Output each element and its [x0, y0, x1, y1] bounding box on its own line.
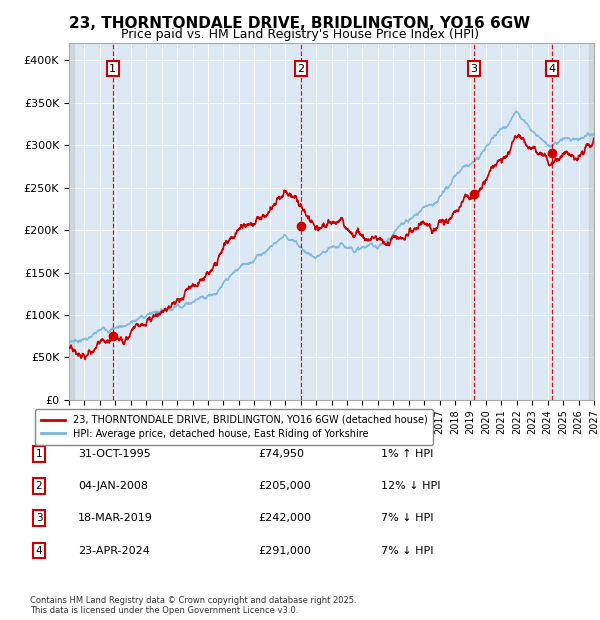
Text: Contains HM Land Registry data © Crown copyright and database right 2025.
This d: Contains HM Land Registry data © Crown c…	[30, 596, 356, 615]
Legend: 23, THORNTONDALE DRIVE, BRIDLINGTON, YO16 6GW (detached house), HPI: Average pri: 23, THORNTONDALE DRIVE, BRIDLINGTON, YO1…	[35, 409, 433, 445]
Text: £205,000: £205,000	[258, 481, 311, 491]
Text: 1% ↑ HPI: 1% ↑ HPI	[381, 449, 433, 459]
Text: 2: 2	[35, 481, 43, 491]
Text: 3: 3	[35, 513, 43, 523]
Text: 1: 1	[109, 64, 116, 74]
Text: 23-APR-2024: 23-APR-2024	[78, 546, 150, 556]
Text: 7% ↓ HPI: 7% ↓ HPI	[381, 513, 433, 523]
Text: 12% ↓ HPI: 12% ↓ HPI	[381, 481, 440, 491]
Text: £242,000: £242,000	[258, 513, 311, 523]
Text: 7% ↓ HPI: 7% ↓ HPI	[381, 546, 433, 556]
Text: 1: 1	[35, 449, 43, 459]
Text: 18-MAR-2019: 18-MAR-2019	[78, 513, 153, 523]
Text: 3: 3	[470, 64, 477, 74]
Text: 4: 4	[549, 64, 556, 74]
Text: £74,950: £74,950	[258, 449, 304, 459]
Text: £291,000: £291,000	[258, 546, 311, 556]
Text: 31-OCT-1995: 31-OCT-1995	[78, 449, 151, 459]
Text: Price paid vs. HM Land Registry's House Price Index (HPI): Price paid vs. HM Land Registry's House …	[121, 28, 479, 41]
Text: 2: 2	[297, 64, 304, 74]
Text: 04-JAN-2008: 04-JAN-2008	[78, 481, 148, 491]
Text: 23, THORNTONDALE DRIVE, BRIDLINGTON, YO16 6GW: 23, THORNTONDALE DRIVE, BRIDLINGTON, YO1…	[70, 16, 530, 30]
Text: 4: 4	[35, 546, 43, 556]
